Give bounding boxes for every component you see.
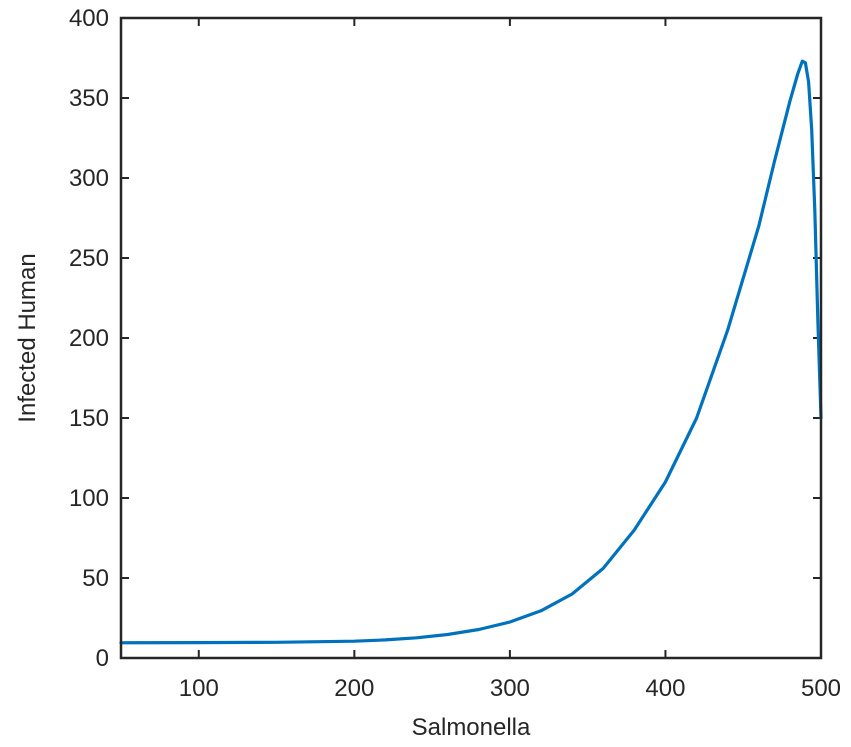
y-tick-label: 150	[69, 405, 109, 432]
y-tick-label: 350	[69, 85, 109, 112]
x-tick-label: 100	[179, 675, 219, 702]
y-tick-label: 50	[82, 565, 109, 592]
x-tick-label: 500	[801, 675, 841, 702]
y-tick-label: 250	[69, 245, 109, 272]
y-tick-label: 400	[69, 5, 109, 32]
y-tick-label: 200	[69, 325, 109, 352]
axis-ticks	[121, 17, 822, 659]
x-tick-label: 300	[490, 675, 530, 702]
series-line-0	[119, 59, 823, 645]
y-axis-title: Infected Human	[14, 253, 41, 422]
y-tick-label: 0	[96, 645, 109, 672]
series-layer	[119, 59, 823, 645]
y-tick-label: 100	[69, 485, 109, 512]
x-tick-label: 400	[645, 675, 685, 702]
y-tick-label: 300	[69, 165, 109, 192]
axes-box	[119, 16, 823, 660]
x-axis-title: Salmonella	[412, 714, 531, 741]
x-tick-label: 200	[334, 675, 374, 702]
tick-labels: 100 200 300 400 500 0 50 100 150 200 250 300 350 400	[69, 5, 841, 702]
